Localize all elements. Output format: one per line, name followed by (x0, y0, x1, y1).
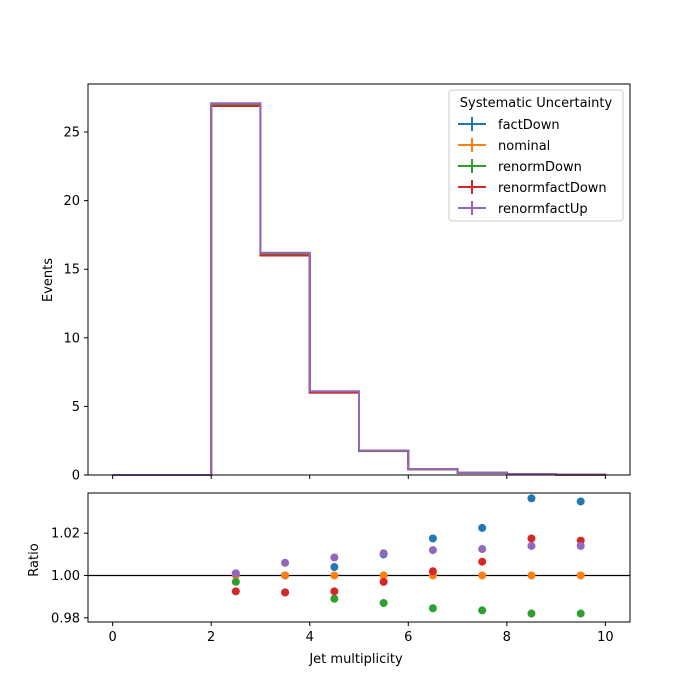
ratio-x-tick-label: 6 (404, 630, 412, 645)
ratio-point (478, 571, 487, 580)
ratio-point (428, 604, 437, 613)
ratio-point (330, 587, 339, 596)
ratio-point (231, 587, 240, 596)
ratio-frame (87, 492, 631, 623)
legend-label: renormfactUp (498, 202, 588, 217)
ratio-point (527, 534, 536, 543)
ratio-point (576, 609, 585, 618)
x-axis-label: Jet multiplicity (308, 652, 403, 667)
ratio-point (231, 569, 240, 578)
histogram-y-tick-label: 10 (63, 331, 80, 346)
ratio-point (527, 609, 536, 618)
histogram-y-ticks: 0 5 10 15 20 25 (63, 126, 88, 484)
ratio-point (428, 546, 437, 555)
ratio-series-renormfactUp (231, 541, 585, 578)
ratio-point (330, 553, 339, 562)
ratio-point (478, 523, 487, 532)
ratio-point (379, 577, 388, 586)
histogram-y-tick-label: 5 (72, 400, 80, 415)
ratio-point (330, 594, 339, 603)
legend-item-renormfactUp: renormfactUp (458, 201, 588, 217)
histogram-frame (87, 83, 631, 476)
ratio-point (231, 577, 240, 586)
ratio-plot-area (88, 494, 630, 618)
legend: Systematic Uncertainty factDown nominal re… (448, 89, 624, 222)
histogram-y-tick-label: 25 (63, 126, 80, 141)
legend-label: renormfactDown (498, 181, 607, 196)
ratio-x-tick-label: 8 (503, 630, 511, 645)
ratio-point (281, 588, 290, 597)
histogram-y-axis-label: Events (41, 258, 56, 302)
histogram-y-tick-label: 20 (63, 194, 80, 209)
ratio-x-ticks: 0 2 4 6 8 10 (108, 622, 614, 645)
ratio-x-tick-label: 4 (306, 630, 314, 645)
ratio-y-tick-label: 1.00 (51, 569, 80, 584)
legend-label: factDown (498, 118, 560, 133)
ratio-point (379, 549, 388, 558)
ratio-point (527, 571, 536, 580)
ratio-point (428, 534, 437, 543)
ratio-point (478, 545, 487, 554)
histogram-x-ticks (112, 475, 606, 479)
legend-item-factDown: factDown (458, 117, 560, 133)
ratio-point (330, 571, 339, 580)
ratio-series-renormfactDown (231, 534, 585, 597)
ratio-panel: 0 2 4 6 8 10 0.98 1.00 1.02 Ratio Jet multiplic… (27, 492, 631, 667)
ratio-x-tick-label: 2 (207, 630, 215, 645)
ratio-point (428, 567, 437, 576)
legend-title: Systematic Uncertainty (460, 96, 613, 111)
ratio-point (576, 497, 585, 506)
ratio-point (379, 598, 388, 607)
ratio-point (527, 541, 536, 550)
ratio-point (576, 541, 585, 550)
ratio-point (527, 494, 536, 503)
ratio-x-tick-label: 0 (108, 630, 116, 645)
ratio-x-tick-label: 10 (597, 630, 614, 645)
ratio-series-renormDown (231, 577, 585, 618)
legend-item-nominal: nominal (458, 138, 550, 154)
histogram-y-tick-label: 0 (72, 469, 80, 484)
legend-label: renormDown (498, 160, 582, 175)
ratio-point (478, 606, 487, 615)
legend-label: nominal (498, 139, 550, 154)
ratio-y-ticks: 0.98 1.00 1.02 (51, 527, 88, 626)
ratio-point (379, 571, 388, 580)
ratio-y-tick-label: 0.98 (51, 611, 80, 626)
ratio-y-axis-label: Ratio (27, 543, 42, 576)
legend-item-renormfactDown: renormfactDown (458, 180, 607, 196)
ratio-point (281, 571, 290, 580)
ratio-point (330, 563, 339, 572)
ratio-point (478, 557, 487, 566)
histogram-y-tick-label: 15 (63, 263, 80, 278)
legend-entries: factDown nominal renormDown renormfactDown r… (458, 117, 607, 217)
histogram-series-renormfactUp (112, 102, 607, 476)
legend-item-renormDown: renormDown (458, 159, 582, 175)
ratio-point (576, 571, 585, 580)
histogram-panel: 0 5 10 15 20 25 Events (41, 83, 631, 484)
histogram-plot-area (112, 102, 607, 476)
ratio-point (281, 558, 290, 567)
legend-box (448, 89, 624, 222)
ratio-y-tick-label: 1.02 (51, 527, 80, 542)
